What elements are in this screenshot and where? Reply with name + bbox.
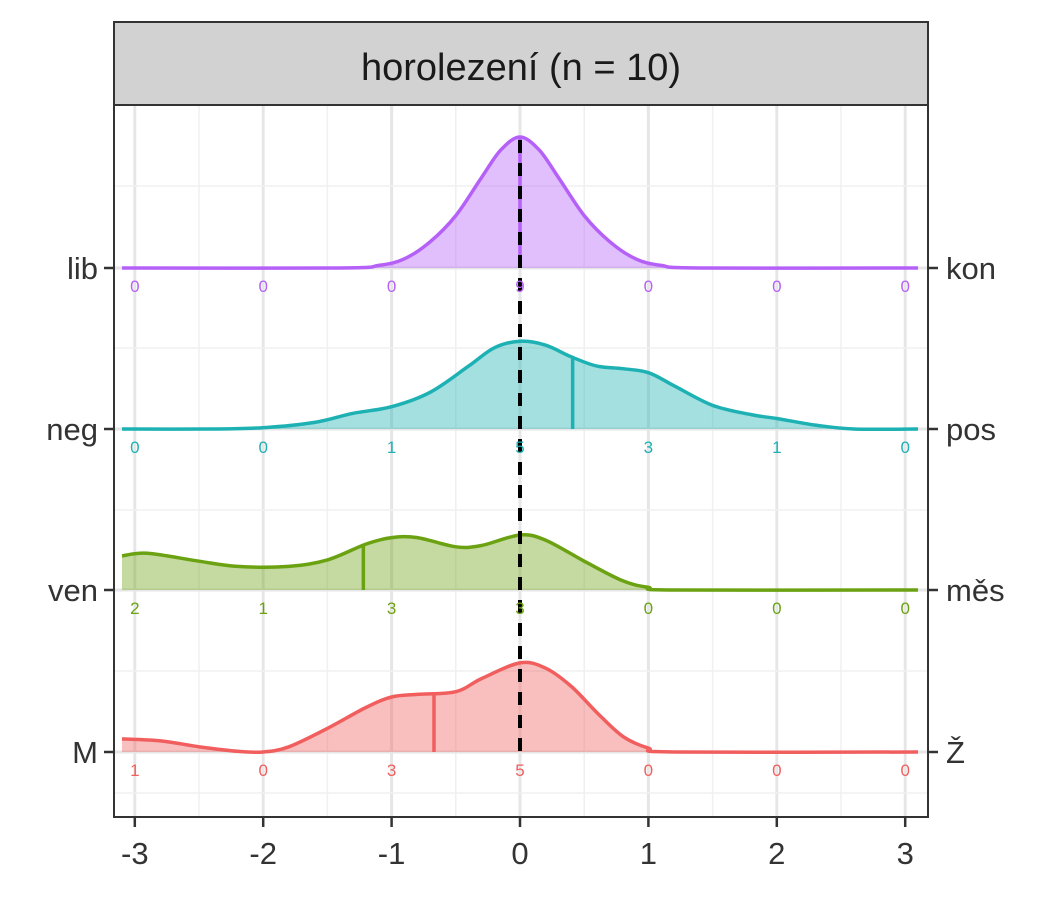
y-label-right: Ž xyxy=(946,735,965,770)
count-label: 1 xyxy=(772,438,781,457)
y-label-left: neg xyxy=(46,412,98,447)
count-label: 0 xyxy=(900,438,909,457)
facet-strip: horolezení (n = 10) xyxy=(113,21,929,106)
ridges xyxy=(121,135,919,755)
x-tick-label: 3 xyxy=(897,836,914,871)
y-label-left: M xyxy=(72,735,98,770)
ridge-M xyxy=(121,660,919,755)
ridge-line-neg xyxy=(121,339,919,432)
facet-title: horolezení (n = 10) xyxy=(361,47,681,89)
count-label: 1 xyxy=(387,438,396,457)
count-label: 0 xyxy=(644,761,653,780)
x-tick-label: 1 xyxy=(640,836,657,871)
y-label-right: měs xyxy=(946,573,1005,608)
count-label: 0 xyxy=(130,277,139,296)
count-label: 0 xyxy=(387,277,396,296)
count-label: 3 xyxy=(387,761,396,780)
y-label-right: pos xyxy=(946,412,996,447)
count-label: 5 xyxy=(515,761,524,780)
count-label: 0 xyxy=(258,761,267,780)
count-label: 0 xyxy=(772,277,781,296)
y-label-left: ven xyxy=(48,573,98,608)
ridge-area-M xyxy=(122,662,918,753)
x-tick-label: -2 xyxy=(249,836,277,871)
count-label: 0 xyxy=(258,277,267,296)
count-label: 0 xyxy=(644,277,653,296)
count-label: 0 xyxy=(772,761,781,780)
ridge-line-M xyxy=(121,660,919,755)
count-label: 1 xyxy=(258,599,267,618)
count-label: 0 xyxy=(258,438,267,457)
x-tick-label: -3 xyxy=(121,836,149,871)
count-label: 0 xyxy=(772,599,781,618)
count-label: 3 xyxy=(515,599,524,618)
y-label-right: kon xyxy=(946,251,996,286)
count-label: 5 xyxy=(515,438,524,457)
count-label: 0 xyxy=(900,277,909,296)
count-labels: 1 0 3 5 0 0 0 2 1 3 3 0 0 0 0 0 1 5 3 1 0 0 0 0 9 0 0 0 xyxy=(130,277,910,780)
x-tick-label: 2 xyxy=(768,836,785,871)
count-label: 0 xyxy=(900,599,909,618)
ridge-neg xyxy=(121,339,919,432)
ridge-lib xyxy=(121,135,919,270)
count-label: 9 xyxy=(515,277,524,296)
x-tick-label: -1 xyxy=(378,836,406,871)
ridge-area-neg xyxy=(122,341,918,430)
count-label: 1 xyxy=(130,761,139,780)
count-label: 0 xyxy=(644,599,653,618)
count-label: 0 xyxy=(900,761,909,780)
count-label: 3 xyxy=(387,599,396,618)
count-label: 0 xyxy=(130,438,139,457)
ridge-line-ven xyxy=(121,533,919,592)
count-label: 3 xyxy=(644,438,653,457)
x-tick-label: 0 xyxy=(511,836,528,871)
count-label: 2 xyxy=(130,599,139,618)
y-label-left: lib xyxy=(67,251,98,286)
